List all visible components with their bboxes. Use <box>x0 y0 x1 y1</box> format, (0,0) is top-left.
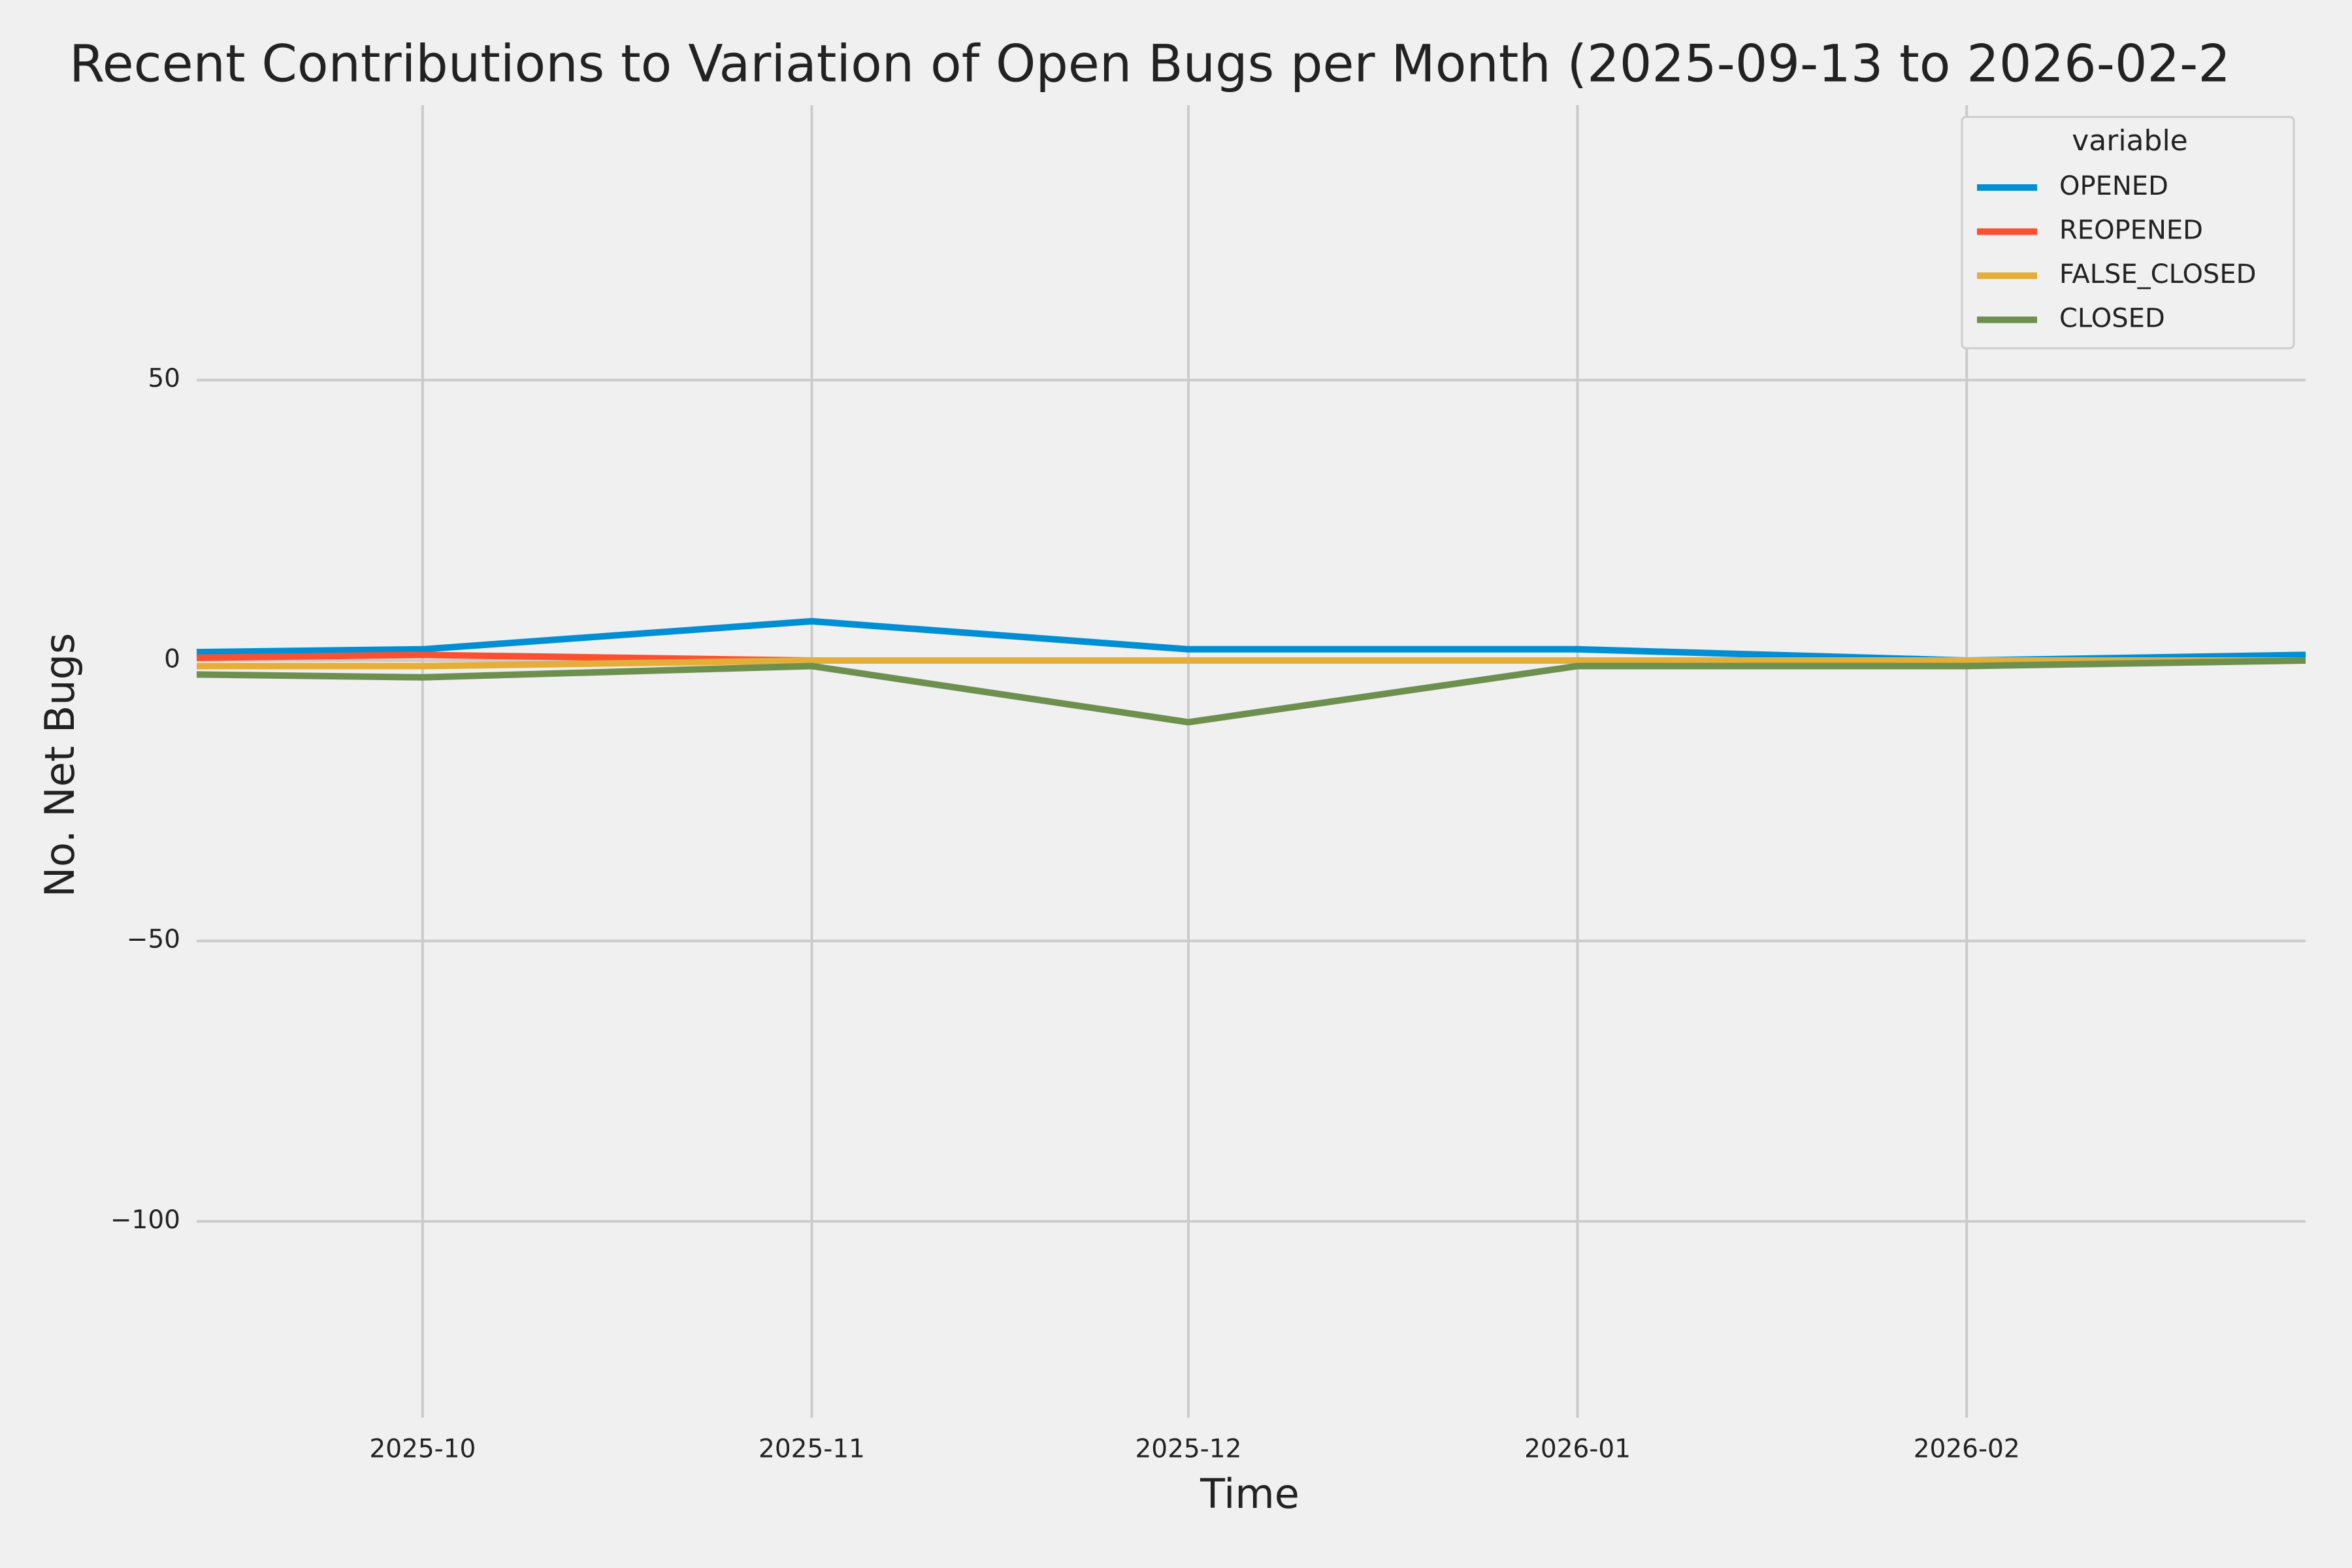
legend-label: REOPENED <box>2059 216 2203 246</box>
legend-label: FALSE_CLOSED <box>2059 259 2256 289</box>
series-line <box>196 657 2306 726</box>
y-tick-label: 0 <box>164 644 180 674</box>
y-tick-label: −50 <box>127 925 180 955</box>
legend-label: OPENED <box>2059 171 2168 201</box>
x-tick-label: 2026-02 <box>1914 1435 2020 1464</box>
series-line <box>197 657 2306 670</box>
x-tick-label: 2025-10 <box>369 1435 476 1464</box>
y-tick-label: 50 <box>148 364 180 393</box>
legend-title: variable <box>2072 124 2188 157</box>
legend-box <box>1961 116 2295 350</box>
x-axis-label: Time <box>1200 1470 1299 1518</box>
x-tick-label: 2025-11 <box>759 1435 865 1464</box>
y-tick-label: −100 <box>110 1205 180 1235</box>
legend: variable OPENED REOPENED FALSE_CLOSED CLOSED <box>1961 116 2295 350</box>
x-tick-label: 2026-01 <box>1524 1435 1631 1464</box>
x-tick-label: 2025-12 <box>1135 1435 1241 1464</box>
legend-label: CLOSED <box>2059 304 2165 334</box>
chart-title: Recent Contributions to Variation of Ope… <box>69 35 2230 93</box>
y-axis-label: No. Net Bugs <box>36 633 84 898</box>
